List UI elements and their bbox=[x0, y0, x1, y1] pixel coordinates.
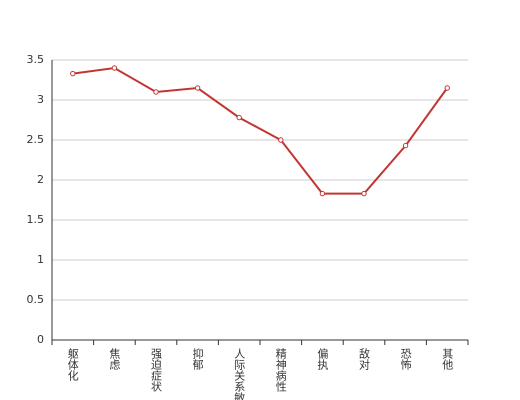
x-tick-label: 抑郁 bbox=[191, 347, 204, 370]
point bbox=[111, 65, 118, 71]
x-tick-label: 恐怖 bbox=[399, 348, 412, 370]
point bbox=[236, 114, 242, 121]
line bbox=[72, 66, 449, 195]
y-tick-label: 3 bbox=[37, 93, 44, 106]
x-tick-label: 人际关系敏感 bbox=[233, 348, 246, 400]
point bbox=[402, 142, 409, 149]
x-tick-label: 其他 bbox=[441, 348, 454, 370]
point bbox=[361, 190, 367, 197]
y-tick-label: 1 bbox=[37, 253, 44, 266]
y-tick-label: 1.5 bbox=[27, 213, 45, 226]
y-tick-label: 3.5 bbox=[27, 53, 45, 66]
y-tick-label: 0 bbox=[37, 333, 44, 346]
point bbox=[194, 85, 201, 91]
point bbox=[444, 85, 450, 91]
x-tick-label: 强迫症状 bbox=[150, 348, 163, 392]
x-tick-label: 躯体化 bbox=[66, 348, 79, 382]
x-tick-label: 焦虑 bbox=[108, 348, 121, 370]
x-tick-label: 精神病性 bbox=[274, 348, 287, 393]
x-tick-label: 偏执 bbox=[316, 347, 329, 371]
point bbox=[319, 190, 326, 197]
point bbox=[70, 70, 76, 77]
y-tick-label: 0.5 bbox=[27, 293, 45, 306]
point bbox=[153, 89, 159, 95]
x-tick-label: 敌对 bbox=[358, 347, 371, 370]
point bbox=[278, 137, 284, 143]
y-tick-label: 2 bbox=[37, 173, 44, 186]
y-tick-label: 2.5 bbox=[27, 133, 45, 146]
